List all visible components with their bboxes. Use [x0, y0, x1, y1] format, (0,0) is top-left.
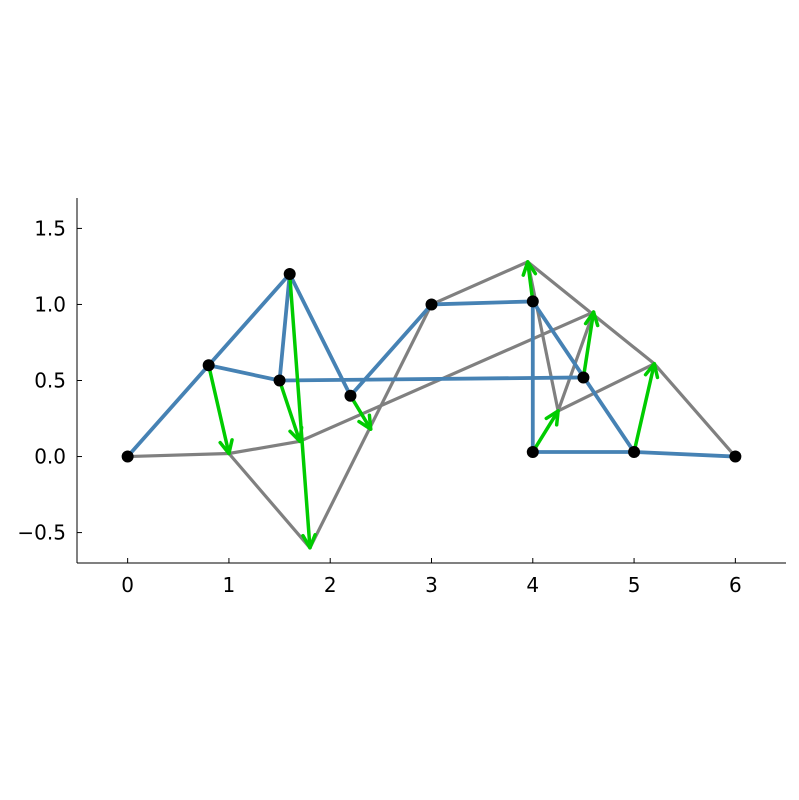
y-tick-label-3: 1.0	[34, 292, 66, 316]
displacement-arrow-3	[277, 378, 304, 444]
displacement-arrow-shaft-3	[277, 378, 302, 444]
x-tick-label-1: 1	[223, 573, 236, 597]
displacement-arrow-2	[287, 272, 317, 550]
displacement-arrow-head-1	[218, 438, 234, 456]
displaced-edge-10	[556, 362, 656, 413]
node-10	[729, 450, 742, 463]
node-6	[526, 295, 539, 308]
displacement-arrow-head-4	[357, 413, 373, 431]
node-5	[425, 298, 438, 311]
displacement-arrow-6	[521, 260, 538, 304]
original-edge-7	[429, 299, 535, 307]
plot-area	[121, 260, 742, 550]
displacement-arrow-9	[632, 362, 660, 454]
original-edge-5	[277, 375, 586, 383]
displaced-edge-9	[556, 310, 596, 413]
displaced-edge-3	[298, 310, 596, 443]
original-edge-4	[287, 272, 353, 398]
x-tick-label-3: 3	[425, 573, 438, 597]
x-tick-label-4: 4	[526, 573, 539, 597]
x-tick-label-0: 0	[121, 573, 134, 597]
node-4	[344, 389, 357, 402]
displaced-edge-1	[227, 451, 312, 550]
displacement-arrow-shaft-8	[531, 409, 560, 454]
original-edge-6	[348, 302, 434, 398]
displacement-arrow-head-8	[544, 409, 560, 427]
displaced-edge-7	[652, 362, 737, 459]
displacement-arrow-head-3	[288, 425, 304, 444]
original-edge-0	[125, 363, 211, 459]
displacement-arrow-shaft-1	[206, 363, 231, 456]
x-tick-label-2: 2	[324, 573, 337, 597]
displaced-edge-5	[429, 260, 530, 307]
displacement-arrow-shaft-9	[632, 362, 657, 454]
original-edge-2	[206, 363, 282, 383]
displacement-arrow-shaft-2	[287, 272, 312, 550]
original-edge-3	[277, 272, 292, 383]
displacement-arrow-shaft-6	[525, 260, 535, 304]
y-tick-label-2: 0.5	[34, 369, 66, 393]
displacement-arrow-shaft-7	[581, 310, 596, 380]
node-1	[202, 359, 215, 372]
x-tick-label-6: 6	[729, 573, 742, 597]
displacement-arrow-shaft-4	[348, 393, 373, 431]
node-3	[273, 374, 286, 387]
displacement-arrow-4	[348, 393, 373, 431]
displacement-arrow-head-2	[301, 533, 317, 550]
node-8	[526, 445, 539, 458]
original-edge-1	[206, 272, 292, 368]
y-tick-label-0: −0.5	[17, 521, 66, 545]
node-0	[121, 450, 134, 463]
axes: 0 1 2 3 4 5 6 −0.5 0.0 0.5 1.0 1.5	[17, 198, 786, 597]
displacement-arrow-head-9	[643, 362, 660, 380]
displaced-edge-2	[227, 439, 302, 456]
displacement-arrow-head-7	[583, 310, 600, 328]
y-tick-label-4: 1.5	[34, 216, 66, 240]
displacement-arrow-1	[206, 363, 234, 456]
displacement-arrow-head-6	[521, 260, 538, 277]
displaced-edge-8	[526, 260, 560, 413]
node-7	[577, 371, 590, 384]
original-edge-11	[632, 450, 738, 459]
y-tick-label-1: 0.0	[34, 445, 66, 469]
displacement-arrow-8	[531, 409, 560, 454]
displaced-edge-0	[126, 451, 231, 459]
x-tick-label-5: 5	[628, 573, 641, 597]
node-9	[628, 445, 641, 458]
displacement-arrow-7	[581, 310, 600, 380]
node-2	[283, 268, 296, 281]
